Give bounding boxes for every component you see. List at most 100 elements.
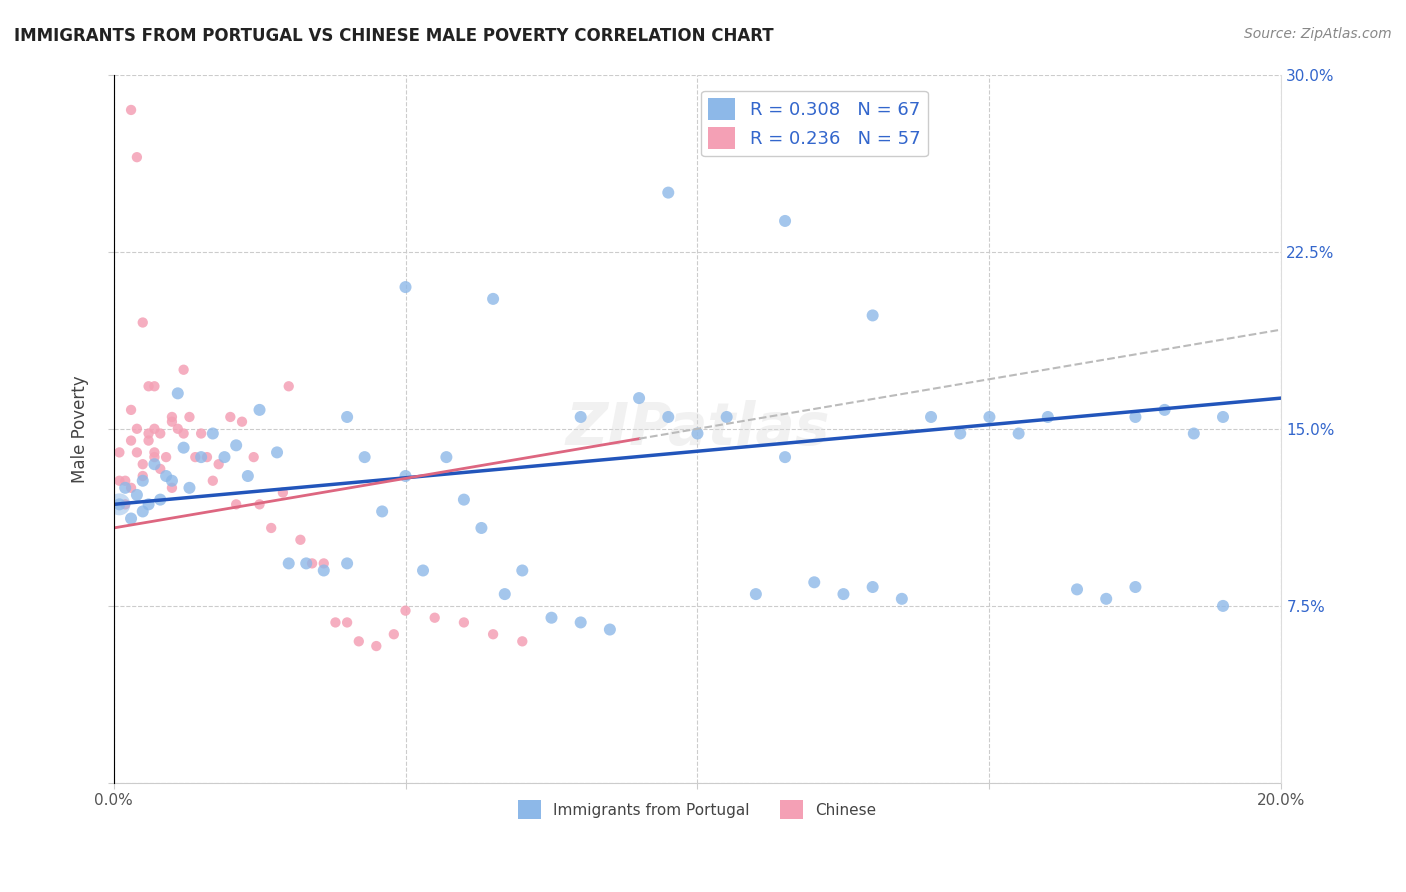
Point	[336, 557, 359, 571]
Point	[143, 457, 166, 471]
Point	[773, 450, 796, 464]
Point	[108, 474, 131, 488]
Point	[949, 426, 972, 441]
Point	[434, 450, 457, 464]
Point	[920, 409, 942, 424]
Point	[108, 497, 131, 511]
Point	[125, 445, 148, 459]
Point	[138, 497, 160, 511]
Point	[862, 309, 884, 323]
Point	[138, 379, 160, 393]
Point	[236, 469, 259, 483]
Point	[301, 557, 323, 571]
Point	[1095, 591, 1118, 606]
Point	[173, 426, 195, 441]
Point	[160, 415, 183, 429]
Point	[482, 292, 505, 306]
Point	[138, 426, 160, 441]
Point	[862, 580, 884, 594]
Point	[173, 441, 195, 455]
Point	[890, 591, 912, 606]
Point	[1182, 426, 1205, 441]
Point	[1125, 580, 1147, 594]
Point	[1066, 582, 1088, 597]
Point	[149, 426, 172, 441]
Point	[657, 186, 679, 200]
Point	[540, 611, 562, 625]
Point	[290, 533, 312, 547]
Point	[494, 587, 516, 601]
Point	[510, 634, 533, 648]
Point	[190, 450, 212, 464]
Point	[745, 587, 768, 601]
Point	[132, 469, 155, 483]
Point	[453, 492, 475, 507]
Point	[242, 450, 264, 464]
Point	[773, 214, 796, 228]
Point	[599, 623, 621, 637]
Point	[266, 445, 288, 459]
Point	[138, 434, 160, 448]
Point	[569, 409, 592, 424]
Text: Source: ZipAtlas.com: Source: ZipAtlas.com	[1244, 27, 1392, 41]
Point	[225, 438, 247, 452]
Point	[143, 379, 166, 393]
Point	[173, 363, 195, 377]
Point	[201, 474, 224, 488]
Point	[312, 557, 335, 571]
Point	[832, 587, 855, 601]
Point	[114, 481, 136, 495]
Point	[155, 469, 177, 483]
Point	[149, 462, 172, 476]
Point	[225, 497, 247, 511]
Point	[231, 415, 253, 429]
Point	[166, 386, 188, 401]
Point	[803, 575, 825, 590]
Point	[423, 611, 446, 625]
Point	[312, 564, 335, 578]
Point	[277, 557, 299, 571]
Point	[336, 615, 359, 630]
Point	[277, 379, 299, 393]
Point	[366, 639, 388, 653]
Point	[353, 450, 375, 464]
Point	[190, 426, 212, 441]
Point	[120, 511, 142, 525]
Point	[347, 634, 370, 648]
Point	[1036, 409, 1059, 424]
Point	[214, 450, 236, 464]
Point	[1007, 426, 1029, 441]
Point	[382, 627, 405, 641]
Point	[453, 615, 475, 630]
Point	[120, 434, 142, 448]
Point	[295, 557, 318, 571]
Point	[628, 391, 651, 405]
Point	[125, 488, 148, 502]
Point	[219, 409, 242, 424]
Point	[132, 457, 155, 471]
Point	[108, 497, 131, 511]
Point	[160, 474, 183, 488]
Point	[143, 422, 166, 436]
Point	[132, 504, 155, 518]
Point	[179, 409, 201, 424]
Point	[155, 450, 177, 464]
Point	[657, 409, 679, 424]
Point	[143, 450, 166, 464]
Point	[394, 280, 416, 294]
Point	[510, 564, 533, 578]
Point	[1212, 409, 1234, 424]
Point	[201, 426, 224, 441]
Point	[108, 445, 131, 459]
Point	[394, 469, 416, 483]
Point	[125, 150, 148, 164]
Point	[979, 409, 1001, 424]
Text: ZIPatlas: ZIPatlas	[565, 401, 830, 458]
Point	[166, 422, 188, 436]
Point	[394, 604, 416, 618]
Point	[149, 492, 172, 507]
Y-axis label: Male Poverty: Male Poverty	[72, 375, 89, 483]
Point	[249, 403, 271, 417]
Point	[195, 450, 218, 464]
Point	[249, 497, 271, 511]
